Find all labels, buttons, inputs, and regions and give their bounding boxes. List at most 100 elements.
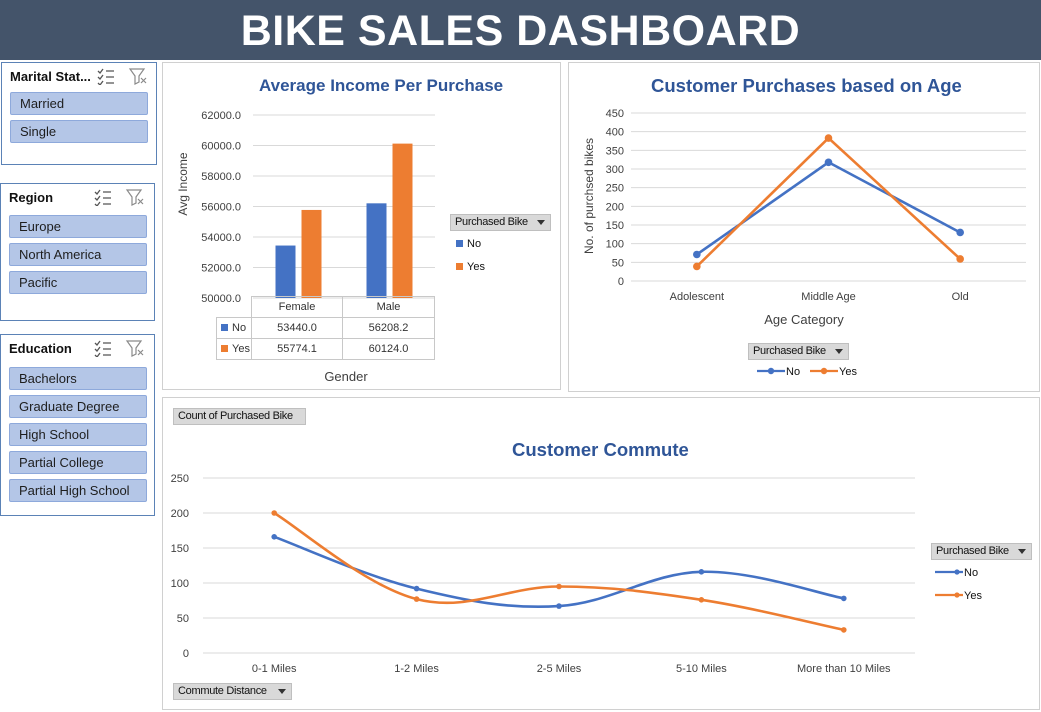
legend-key-swatch [221, 324, 228, 331]
y-tick-label: 400 [606, 127, 624, 139]
slicer-item-partial-high-school[interactable]: Partial High School [9, 479, 147, 502]
table-row: No 53440.0 56208.2 [216, 317, 435, 339]
point-no-0 [693, 250, 701, 259]
slicer-header: Region [1, 184, 154, 210]
x-tick-label: 2-5 Miles [537, 663, 582, 675]
purchased-bike-filter-button[interactable]: Purchased Bike [748, 343, 849, 360]
count-of-purchased-bike-button[interactable]: Count of Purchased Bike [173, 408, 306, 425]
clear-filter-icon[interactable] [125, 339, 145, 357]
chart-title: Customer Purchases based on Age [651, 75, 962, 96]
dashboard-title: BIKE SALES DASHBOARD [240, 7, 801, 55]
dropdown-arrow-icon [835, 349, 843, 354]
y-tick-label: 350 [606, 145, 624, 157]
bar-yes-male [392, 143, 413, 298]
table-header-cell: Female [251, 296, 343, 318]
table-header-cell: Male [342, 296, 435, 318]
point-no-2 [556, 603, 562, 609]
y-tick-label: 150 [171, 543, 189, 555]
point-yes-0 [693, 262, 701, 271]
slicer-marital-status: Marital Stat... Married Single [1, 62, 157, 165]
commute-distance-filter-button[interactable]: Commute Distance [173, 683, 292, 700]
y-tick-label: 100 [606, 239, 624, 251]
legend-line-marker [935, 592, 963, 598]
slicer-header: Education [1, 335, 154, 361]
filter-button-label: Purchased Bike [455, 216, 528, 228]
slicer-item-high-school[interactable]: High School [9, 423, 147, 446]
legend-item-no[interactable]: No [456, 238, 481, 250]
point-yes-1 [824, 134, 833, 142]
table-key-cell: No [216, 317, 252, 339]
y-tick-label: 0 [618, 276, 624, 288]
x-tick-label: 5-10 Miles [676, 663, 727, 675]
table-corner [216, 296, 252, 318]
y-tick-label: 56000.0 [201, 202, 241, 214]
clear-filter-icon[interactable] [125, 188, 145, 206]
table-key-label: Yes [232, 343, 250, 355]
legend-label: No [786, 366, 801, 378]
point-yes-4 [841, 627, 847, 633]
field-button-label: Count of Purchased Bike [178, 410, 293, 422]
commute-line-chart: 250 200 150 100 50 0 0-1 Miles 1-2 Miles 2-5 Mil… [171, 473, 915, 675]
legend-item-yes[interactable]: Yes [934, 590, 982, 602]
point-yes-2 [556, 583, 562, 590]
y-tick-label: 60000.0 [201, 141, 241, 153]
slicer-region: Region Europe North America Pacific [0, 183, 155, 321]
point-yes-2 [956, 255, 964, 263]
legend-label: No [964, 567, 979, 579]
y-tick-label: 50 [177, 613, 189, 625]
table-key-label: No [232, 322, 247, 334]
slicer-title: Marital Stat... [10, 69, 91, 84]
multi-select-icon[interactable] [93, 339, 113, 357]
age-line-chart: No. of purchsed bikes Age Category 450 40… [582, 108, 1026, 327]
commute-chart-panel[interactable]: Customer Commute 250 200 150 100 50 0 0-1 Mile… [162, 397, 1040, 710]
purchased-bike-filter-button[interactable]: Purchased Bike [931, 543, 1032, 560]
legend-item-no[interactable]: No [934, 567, 978, 579]
y-tick-label: 250 [606, 183, 624, 195]
series-line-no [696, 160, 961, 256]
legend-item-yes[interactable]: Yes [456, 261, 485, 273]
slicer-education: Education Bachelors Graduate Degree High… [0, 334, 155, 516]
table-header-row: Female Male [216, 296, 435, 318]
age-chart-panel[interactable]: Customer Purchases based on Age No. of p… [568, 62, 1040, 392]
legend-item-yes[interactable]: Yes [809, 366, 857, 378]
slicer-item-single[interactable]: Single [10, 120, 148, 143]
legend-item-no[interactable]: No [756, 366, 800, 378]
x-axis-title: Age Category [764, 312, 844, 327]
table-cell: 56208.2 [342, 317, 435, 339]
x-tick-label: More than 10 Miles [797, 663, 891, 675]
point-yes-0 [271, 510, 277, 516]
purchased-bike-filter-button[interactable]: Purchased Bike [450, 214, 551, 231]
y-tick-label: 62000.0 [201, 110, 241, 122]
slicer-title: Education [9, 341, 72, 356]
slicer-item-north-america[interactable]: North America [9, 243, 147, 266]
x-axis-title: Gender [324, 369, 368, 384]
y-tick-label: 450 [606, 108, 624, 120]
income-data-table: Female Male No 53440.0 56208.2 Yes 55774… [216, 296, 435, 360]
y-axis-title: No. of purchsed bikes [582, 138, 596, 254]
point-no-3 [698, 569, 705, 575]
multi-select-icon[interactable] [93, 188, 113, 206]
slicer-item-bachelors[interactable]: Bachelors [9, 367, 147, 390]
multi-select-icon[interactable] [96, 67, 116, 85]
table-row: Yes 55774.1 60124.0 [216, 338, 435, 360]
slicer-header: Marital Stat... [2, 63, 156, 89]
legend-label: Yes [964, 590, 982, 602]
clear-filter-icon[interactable] [128, 67, 148, 85]
slicer-item-pacific[interactable]: Pacific [9, 271, 147, 294]
point-yes-1 [413, 596, 420, 602]
table-cell: 60124.0 [342, 338, 435, 360]
point-no-1 [824, 158, 833, 167]
point-no-0 [271, 534, 277, 540]
slicer-item-partial-college[interactable]: Partial College [9, 451, 147, 474]
point-yes-3 [698, 597, 705, 603]
filter-button-label: Purchased Bike [753, 345, 826, 357]
income-chart-panel[interactable]: Average Income Per Purchase Avg Income G… [162, 62, 561, 390]
y-tick-label: 250 [171, 473, 189, 485]
series-line-yes [273, 511, 845, 632]
slicer-item-married[interactable]: Married [10, 92, 148, 115]
bar-no-male [366, 203, 387, 298]
slicer-item-graduate-degree[interactable]: Graduate Degree [9, 395, 147, 418]
y-tick-label: 300 [606, 164, 624, 176]
slicer-title: Region [9, 190, 54, 205]
slicer-item-europe[interactable]: Europe [9, 215, 147, 238]
